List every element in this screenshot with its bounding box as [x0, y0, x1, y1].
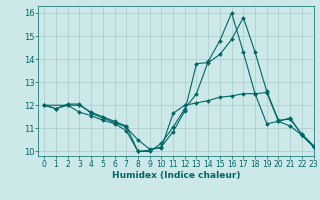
X-axis label: Humidex (Indice chaleur): Humidex (Indice chaleur)	[112, 171, 240, 180]
